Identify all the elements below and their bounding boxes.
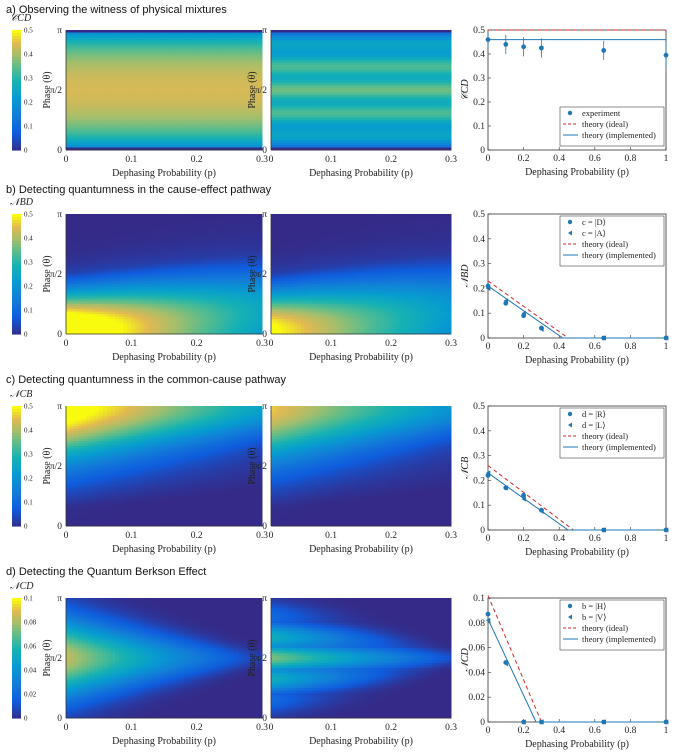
x-tick-label: 0 — [64, 155, 69, 165]
data-point — [503, 42, 508, 47]
row-d-title: d) Detecting the Quantum Berkson Effect — [6, 566, 206, 578]
x-tick-label: 0.2 — [518, 154, 530, 164]
colorbar-tick: 0.1 — [24, 307, 33, 315]
x-tick-label: 0.1 — [325, 155, 337, 165]
colorbar-swatch — [12, 331, 21, 335]
x-tick-label: 0.6 — [589, 154, 601, 164]
legend-entry: experiment — [582, 108, 621, 118]
y-axis-label: Phase (θ) — [42, 71, 53, 108]
y-tick-label: 0.3 — [473, 74, 485, 84]
y-tick-label: 0.4 — [473, 50, 485, 60]
y-tick-label: 0 — [480, 146, 485, 156]
colorbar-tick: 0.3 — [24, 259, 33, 267]
colorbar-tick: 0.2 — [24, 283, 33, 291]
x-tick-label: 0 — [269, 155, 274, 165]
x-tick-label: 0.1 — [125, 155, 137, 165]
data-point — [521, 44, 526, 49]
y-tick-label: π — [57, 26, 62, 36]
colorbar-tick: 0.4 — [24, 235, 33, 243]
colorbar-label: 𝒞CD — [10, 13, 32, 24]
colorbar-tick: 0.2 — [24, 99, 33, 107]
x-tick-label: 0.2 — [191, 155, 203, 165]
x-tick-label: 0 — [486, 154, 491, 164]
data-point — [601, 48, 606, 53]
x-axis-label: Dephasing Probability (p) — [112, 168, 216, 179]
data-point — [486, 37, 491, 42]
colorbar-label: 𝒩BD — [10, 197, 34, 208]
legend-entry: theory (implemented) — [582, 130, 656, 140]
x-tick-label: 0.8 — [624, 154, 636, 164]
colorbar-tick: 0 — [24, 331, 28, 339]
x-tick-label: 1 — [664, 154, 669, 164]
x-tick-label: 0.3 — [445, 155, 457, 165]
colorbar-swatch — [12, 147, 21, 151]
data-point — [664, 53, 669, 58]
y-axis-label: Phase (θ) — [247, 71, 258, 108]
x-tick-label: 0.2 — [385, 155, 397, 165]
row-c-title: c) Detecting quantumness in the common-c… — [6, 374, 286, 386]
line-chart-a: 0 0.2 0.4 0.6 0.8 1 0 0.1 0.2 0.3 0.4 0.5 Dephasing … — [460, 24, 680, 182]
y-tick-label: 0.5 — [473, 26, 485, 36]
x-axis-label: Dephasing Probability (p) — [309, 168, 413, 179]
y-axis-label: 𝒞CD — [460, 79, 471, 101]
x-tick-label: 0.4 — [553, 154, 565, 164]
colorbar-tick: 0.5 — [24, 27, 33, 35]
legend-entry: theory (ideal) — [582, 119, 628, 129]
y-tick-label: π — [262, 26, 267, 36]
legend-marker — [568, 111, 572, 115]
y-tick-label: 0 — [57, 146, 62, 156]
x-axis-label: Dephasing Probability (p) — [525, 167, 629, 178]
data-point — [539, 46, 544, 51]
colorbar-tick: 0.5 — [24, 211, 33, 219]
colorbar-tick: 0 — [24, 147, 28, 155]
y-tick-label: 0.2 — [473, 98, 485, 108]
colorbar-tick: 0.1 — [24, 123, 33, 131]
y-tick-label: 0 — [262, 146, 267, 156]
y-tick-label: 0.1 — [473, 122, 485, 132]
colorbar-tick: 0.3 — [24, 75, 33, 83]
colorbar-tick: 0.4 — [24, 51, 33, 59]
